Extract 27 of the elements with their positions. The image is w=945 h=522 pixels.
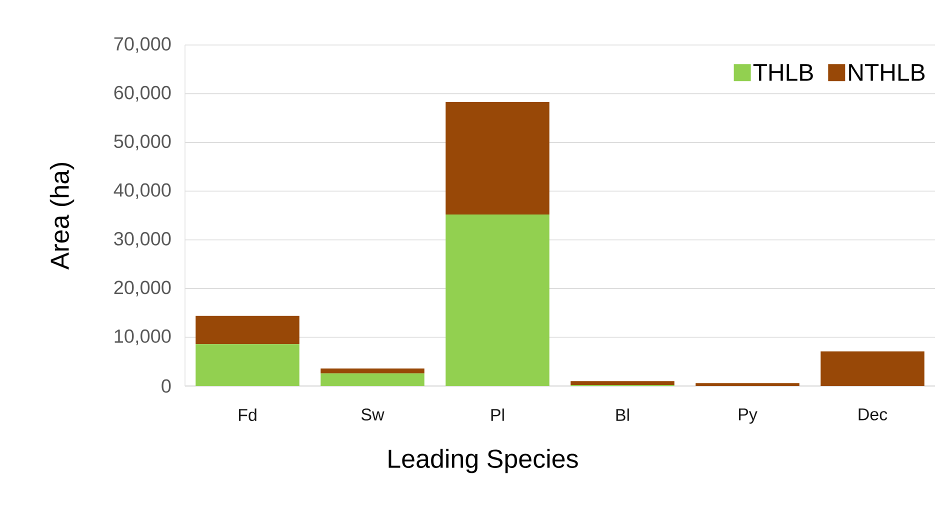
x-tick-label: Pl xyxy=(491,408,504,421)
bar xyxy=(446,214,550,386)
x-axis-title: Leading Species xyxy=(388,448,578,474)
bar xyxy=(196,316,300,344)
y-axis-title: Area (ha) xyxy=(50,162,74,270)
y-tick-label: 10,000 xyxy=(114,329,171,346)
y-tick-label: 60,000 xyxy=(114,86,171,102)
x-tick-label: Bl xyxy=(616,408,629,421)
x-tick-label: Py xyxy=(738,408,758,424)
bar xyxy=(320,373,424,386)
y-tick-label: 70,000 xyxy=(114,37,171,53)
bar xyxy=(570,381,674,386)
legend-label: NTHLB xyxy=(849,64,925,81)
legend-label: THLB xyxy=(753,64,813,81)
y-tick-label: 30,000 xyxy=(114,232,171,248)
bar xyxy=(696,383,800,386)
bar xyxy=(446,102,550,215)
bar xyxy=(196,344,300,386)
y-tick-label: 20,000 xyxy=(114,280,171,296)
x-tick-label: Dec xyxy=(858,408,888,420)
x-tick-label: Fd xyxy=(238,408,256,422)
y-tick-label: 50,000 xyxy=(114,134,171,150)
y-tick-label: 40,000 xyxy=(114,183,171,199)
x-tick-label: Sw xyxy=(361,408,384,421)
bar xyxy=(820,351,924,386)
y-tick-label: 0 xyxy=(162,379,171,393)
bar xyxy=(320,368,424,374)
